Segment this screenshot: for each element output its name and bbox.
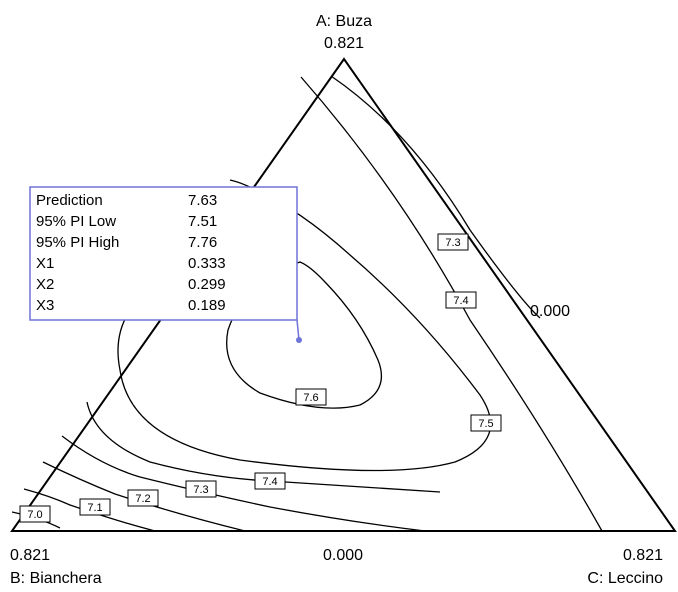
- contour-7-6: [226, 261, 383, 409]
- contour-7-2: [42, 461, 246, 532]
- contour-label-7-6: 7.6: [295, 388, 327, 406]
- prediction-tooltip: Prediction 7.63 95% PI Low 7.51 95% PI H…: [29, 186, 302, 343]
- svg-text:7.3: 7.3: [193, 484, 208, 496]
- x3-label: X3: [36, 297, 54, 314]
- x2-value: 0.299: [188, 276, 226, 293]
- x3-value: 0.189: [188, 297, 226, 314]
- prediction-box: [29, 186, 298, 321]
- bottom-edge-value: 0.000: [323, 547, 363, 564]
- contour-labels: 7.0 7.1 7.2 7.3 7.4 7.4 7.3 7.5 7.6: [19, 233, 502, 523]
- contour-label-7-3: 7.3: [185, 480, 217, 498]
- contour-7-1: [23, 488, 156, 532]
- contour-label-7-4-upper: 7.4: [445, 291, 477, 309]
- prediction-leader-line: [296, 319, 300, 341]
- svg-text:7.0: 7.0: [27, 509, 42, 521]
- x1-value: 0.333: [188, 255, 226, 272]
- prediction-point[interactable]: [296, 337, 302, 343]
- contour-label-7-2: 7.2: [127, 489, 159, 507]
- x2-label: X2: [36, 276, 54, 293]
- right-vertex-name: C: Leccino: [587, 570, 663, 587]
- pi-low-label: 95% PI Low: [36, 213, 116, 230]
- left-vertex-value: 0.821: [10, 547, 50, 564]
- contour-7-5b: [330, 75, 541, 319]
- prediction-value: 7.63: [188, 192, 217, 209]
- contour-label-7-1: 7.1: [79, 498, 111, 516]
- svg-text:7.5: 7.5: [478, 418, 493, 430]
- top-vertex-name: A: Buza: [316, 13, 372, 30]
- pi-low-value: 7.51: [188, 213, 217, 230]
- svg-text:7.3: 7.3: [445, 237, 460, 249]
- right-edge-value: 0.000: [530, 303, 570, 320]
- contour-label-7-3-upper: 7.3: [437, 233, 469, 251]
- right-vertex-value: 0.821: [623, 547, 663, 564]
- contour-7-3: [61, 435, 426, 532]
- contour-label-7-4: 7.4: [254, 472, 286, 490]
- prediction-label: Prediction: [36, 192, 103, 209]
- contour-7-4a: [86, 401, 441, 493]
- contour-label-7-5: 7.5: [470, 414, 502, 432]
- x1-label: X1: [36, 255, 54, 272]
- svg-text:7.6: 7.6: [303, 392, 318, 404]
- svg-text:7.4: 7.4: [262, 476, 277, 488]
- contour-7-4b: [300, 76, 603, 532]
- top-vertex-value: 0.821: [324, 35, 364, 52]
- contour-label-7-0: 7.0: [19, 505, 51, 523]
- svg-text:7.4: 7.4: [453, 295, 468, 307]
- svg-text:7.1: 7.1: [87, 502, 102, 514]
- svg-text:7.2: 7.2: [135, 493, 150, 505]
- pi-high-label: 95% PI High: [36, 234, 119, 251]
- contour-lines: [11, 75, 603, 532]
- pi-high-value: 7.76: [188, 234, 217, 251]
- left-vertex-name: B: Bianchera: [10, 570, 102, 587]
